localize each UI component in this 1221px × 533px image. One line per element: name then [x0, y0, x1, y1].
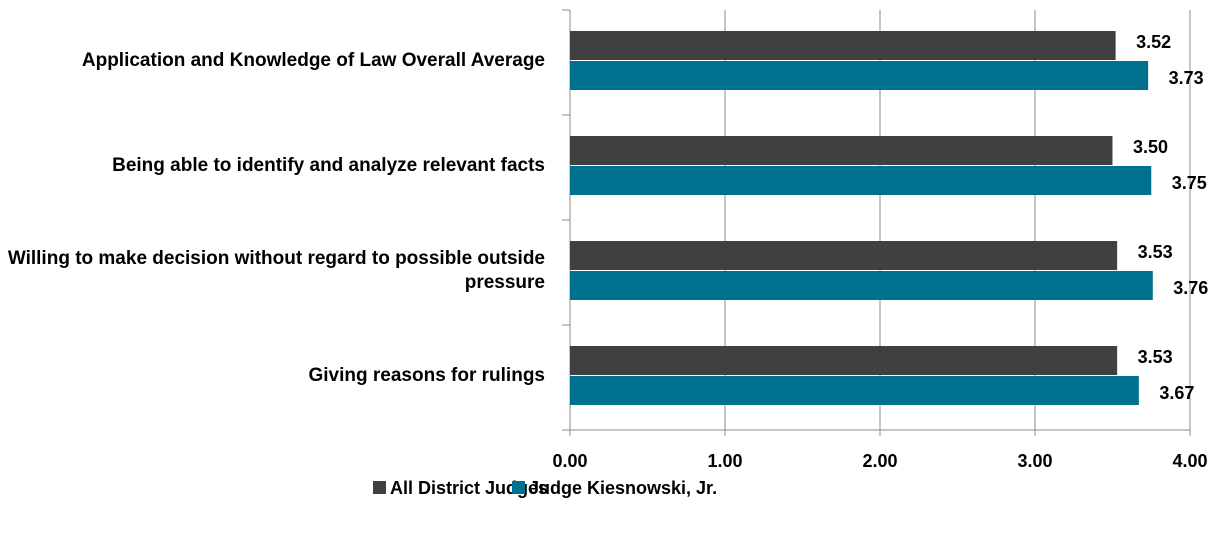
- x-tick-label: 3.00: [1017, 451, 1052, 471]
- bar: [570, 271, 1153, 300]
- value-label: 3.52: [1136, 32, 1171, 52]
- x-tick-label: 1.00: [707, 451, 742, 471]
- value-label: 3.76: [1173, 278, 1208, 298]
- category-label: Being able to identify and analyze relev…: [112, 155, 545, 176]
- category-label: Application and Knowledge of Law Overall…: [81, 50, 545, 71]
- x-tick-label: 4.00: [1172, 451, 1207, 471]
- value-label: 3.53: [1138, 242, 1173, 262]
- value-label: 3.67: [1159, 383, 1194, 403]
- value-label: 3.53: [1138, 347, 1173, 367]
- value-label: 3.50: [1133, 137, 1168, 157]
- bar: [570, 346, 1118, 375]
- legend-label: Judge Kiesnowski, Jr.: [529, 478, 717, 498]
- value-label: 3.73: [1169, 68, 1204, 88]
- legend-swatch: [512, 481, 525, 494]
- bar: [570, 376, 1139, 405]
- bar: [570, 136, 1113, 165]
- bar: [570, 61, 1149, 90]
- x-tick-label: 2.00: [862, 451, 897, 471]
- category-label: Giving reasons for rulings: [308, 365, 546, 386]
- x-tick-label: 0.00: [552, 451, 587, 471]
- bar: [570, 31, 1116, 60]
- value-label: 3.75: [1172, 173, 1207, 193]
- bar: [570, 241, 1118, 270]
- legend-swatch: [373, 481, 386, 494]
- category-label: Willing to make decision without regard …: [7, 248, 545, 293]
- bar: [570, 166, 1152, 195]
- legend-label: All District Judges: [390, 478, 548, 498]
